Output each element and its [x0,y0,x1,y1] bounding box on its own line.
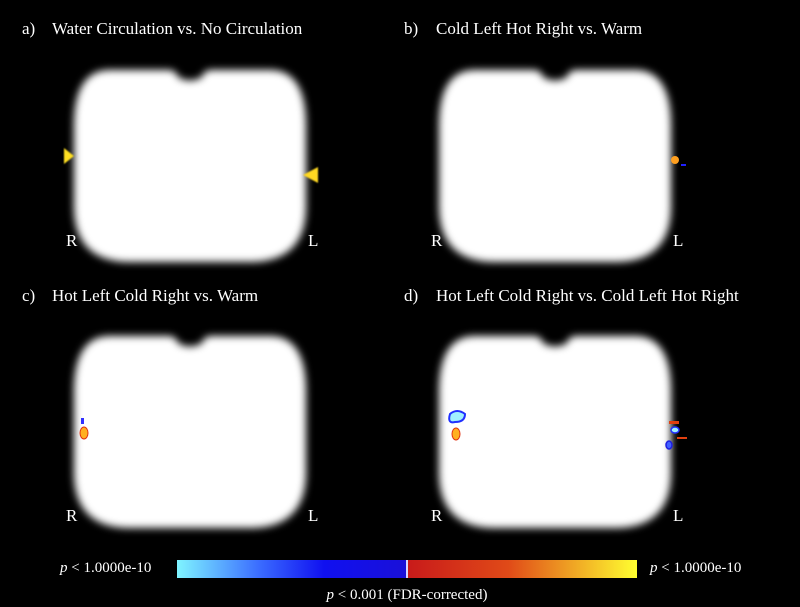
colorbar-threshold-label: p < 0.001 (FDR-corrected) [326,587,488,603]
colorbar-min-label: p < 1.0000e-10 [59,560,151,576]
side-label: R [431,506,443,525]
label-text: < 0.001 (FDR-corrected) [338,587,488,603]
colorbar-threshold-line [406,560,408,578]
italic-p: p [59,560,68,576]
panel-title: Water Circulation vs. No Circulation [52,19,303,38]
activation-blob [81,418,84,424]
side-label: R [66,231,78,250]
activation-blob [681,164,686,166]
italic-p: p [649,560,658,576]
figure: a) Water Circulation vs. No Circulation … [0,0,800,607]
activation-blob [669,421,679,424]
panel-title: Cold Left Hot Right vs. Warm [436,19,642,38]
activation-blob [80,427,88,439]
side-label: L [308,506,318,525]
activation-blob [671,156,679,164]
side-label: R [431,231,443,250]
activation-blob [666,441,672,449]
italic-p: p [326,587,335,603]
activation-blob [677,437,687,439]
side-label: R [66,506,78,525]
panel-label: a) [22,19,35,38]
panel-title: Hot Left Cold Right vs. Warm [52,286,258,305]
panel-label: b) [404,19,418,38]
side-label: L [673,506,683,525]
activation-blob [671,427,679,433]
side-label: L [673,231,683,250]
page: {"panels": [ {"label": "a)", "title": "W… [0,0,800,607]
activation-blob [449,411,465,422]
label-text: < 1.0000e-10 [71,560,151,576]
brain-slice [439,70,671,262]
colorbar-max-label: p < 1.0000e-10 [649,560,741,576]
label-text: < 1.0000e-10 [661,560,741,576]
panel-title: Hot Left Cold Right vs. Cold Left Hot Ri… [436,286,739,305]
panel-label: d) [404,286,418,305]
brain-slice [439,336,671,528]
brain-slice [74,70,306,262]
activation-blob [452,428,460,440]
panel-label: c) [22,286,35,305]
side-label: L [308,231,318,250]
brain-slice [74,336,306,528]
